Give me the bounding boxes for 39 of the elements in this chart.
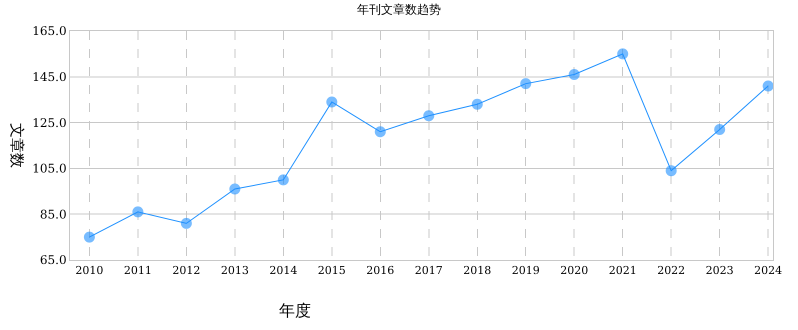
y-axis-title: 文章数: [8, 123, 26, 168]
x-tick-label: 2013: [220, 264, 249, 278]
x-tick-label: 2021: [608, 264, 637, 278]
point: [520, 78, 532, 90]
x-tick-label: 2012: [172, 264, 200, 278]
x-tick-label: 2017: [414, 264, 443, 278]
x-axis-title: 年度: [279, 301, 311, 320]
x-tick-label: 2014: [269, 264, 298, 278]
x-tick-label: 2018: [463, 264, 492, 278]
point: [714, 124, 726, 135]
point: [84, 232, 95, 243]
point: [617, 48, 628, 60]
point: [423, 110, 434, 122]
point: [326, 96, 338, 108]
x-tick-label: 2020: [560, 264, 588, 278]
chart-title: 年刊文章数趋势: [357, 2, 441, 16]
x-tick-label: 2024: [754, 264, 782, 278]
x-tick-label: 2016: [366, 264, 394, 278]
x-tick-label: 2023: [706, 264, 734, 278]
point: [278, 174, 289, 186]
point: [229, 184, 240, 195]
x-tick-label: 2015: [318, 264, 346, 278]
point: [180, 218, 192, 229]
point: [568, 69, 580, 80]
point: [666, 165, 677, 176]
x-tick-label: 2022: [657, 264, 686, 278]
x-tick-label: 2019: [512, 264, 540, 278]
point: [472, 98, 483, 110]
point: [374, 126, 386, 138]
y-tick-label: 105.0: [32, 162, 67, 176]
y-tick-label: 145.0: [32, 70, 67, 84]
y-tick-label: 85.0: [40, 207, 67, 222]
point: [762, 80, 774, 92]
y-tick-label: 65.0: [40, 253, 67, 268]
x-tick-label: 2010: [75, 264, 104, 278]
y-tick-label: 165.0: [32, 24, 67, 38]
point: [132, 206, 144, 218]
x-tick-label: 2011: [124, 264, 152, 278]
y-tick-label: 125.0: [32, 116, 67, 130]
